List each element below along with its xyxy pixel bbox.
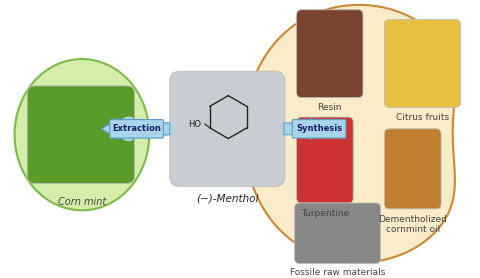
Text: Turpentine: Turpentine [301, 209, 349, 218]
Polygon shape [244, 5, 455, 262]
FancyArrow shape [101, 118, 170, 140]
FancyBboxPatch shape [295, 203, 381, 264]
Text: Fossile raw materials: Fossile raw materials [290, 268, 385, 277]
FancyBboxPatch shape [27, 86, 134, 183]
Text: Synthesis: Synthesis [296, 124, 342, 133]
Text: Resin: Resin [318, 103, 342, 112]
Text: Corn mint: Corn mint [58, 197, 106, 207]
Text: HO: HO [188, 120, 201, 130]
FancyBboxPatch shape [297, 117, 353, 203]
Text: Citrus fruits: Citrus fruits [396, 113, 449, 122]
FancyBboxPatch shape [384, 129, 441, 209]
FancyBboxPatch shape [384, 19, 461, 107]
FancyBboxPatch shape [170, 71, 285, 187]
Ellipse shape [14, 59, 149, 210]
Text: Extraction: Extraction [112, 124, 161, 133]
FancyBboxPatch shape [292, 120, 346, 138]
FancyBboxPatch shape [297, 10, 363, 98]
Text: (−)-Menthol: (−)-Menthol [196, 193, 259, 203]
FancyArrow shape [284, 118, 328, 140]
Text: Dementholized
cornmint oil: Dementholized cornmint oil [378, 215, 447, 234]
FancyBboxPatch shape [110, 120, 163, 138]
